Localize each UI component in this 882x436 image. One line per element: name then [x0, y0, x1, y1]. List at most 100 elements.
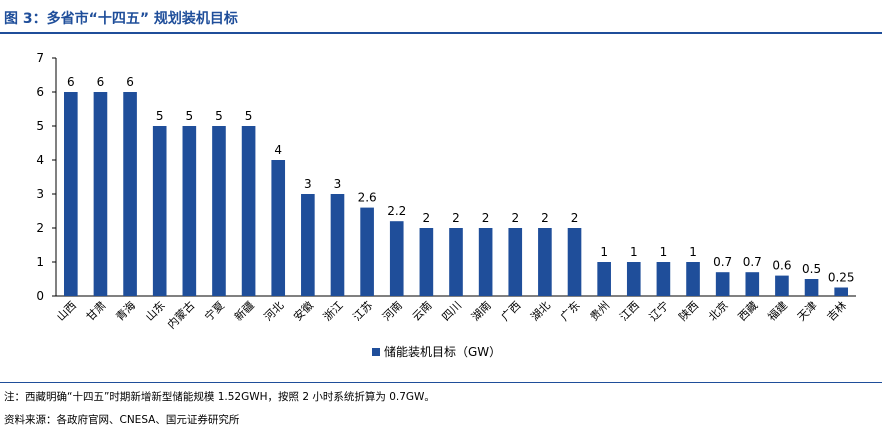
y-tick-label: 7 — [36, 51, 44, 65]
y-tick-label: 5 — [36, 119, 44, 133]
bar — [775, 275, 789, 296]
bar-value-label: 3 — [304, 177, 312, 191]
legend-swatch — [372, 348, 380, 356]
bar — [508, 228, 523, 296]
bar — [212, 126, 226, 296]
x-tick-label: 宁夏 — [202, 298, 227, 323]
bar-value-label: 0.7 — [713, 255, 732, 269]
x-tick-label: 广东 — [558, 299, 583, 324]
x-tick-label: 贵州 — [588, 299, 613, 324]
x-tick-label: 新疆 — [231, 298, 256, 323]
bar-value-label: 3 — [334, 177, 342, 191]
bar-value-label: 4 — [274, 143, 282, 157]
y-tick-label: 6 — [36, 85, 44, 99]
bar-value-label: 2.2 — [387, 204, 406, 218]
x-labels-group: 山西 甘肃 青海 山东内蒙古 宁夏 新疆 河北 安徽 浙江 江苏 河南 云南 四川 湖南 广西 湖北 广东 贵州江… — [54, 298, 849, 331]
legend-label: 储能装机目标（GW） — [384, 344, 501, 359]
bar-chart: 0 1 2 3 4 5 6 7 6 6 6 5 5 5 5 4 3 3 2.6 2.2 2 2 2 2 2 2 1 1 1 1 0.7 0.… — [36, 51, 856, 359]
x-tick-label: 四川 — [439, 299, 464, 324]
x-tick-label: 内蒙古 — [164, 298, 197, 331]
y-tick-label: 2 — [36, 221, 44, 235]
bar — [330, 194, 345, 296]
x-tick-label: 天津 — [795, 299, 820, 324]
bar — [686, 262, 700, 296]
bar-value-label: 1 — [689, 245, 697, 259]
x-tick-label: 广西 — [499, 299, 524, 324]
bar — [626, 262, 641, 296]
bar — [715, 272, 730, 296]
bar — [360, 207, 374, 296]
title-rule — [0, 32, 882, 34]
bar-value-label: 5 — [156, 109, 164, 123]
bar-value-label: 6 — [126, 75, 134, 89]
x-tick-label: 江苏 — [350, 299, 375, 324]
bar — [271, 160, 286, 296]
x-tick-label: 山西 — [54, 299, 79, 324]
footer-rule — [0, 382, 882, 383]
y-tick-label: 3 — [36, 187, 44, 201]
bar — [419, 228, 434, 296]
x-tick-label: 云南 — [410, 299, 435, 324]
bars-group — [64, 92, 848, 296]
bar — [182, 126, 197, 296]
bar — [152, 126, 167, 296]
bar-value-label: 2 — [423, 211, 431, 225]
bar-value-label: 5 — [215, 109, 223, 123]
bar — [389, 221, 404, 296]
x-tick-label: 江西 — [617, 299, 642, 324]
y-tick-label: 0 — [36, 289, 44, 303]
footnote: 注：西藏明确“十四五”时期新增新型储能规模 1.52GWH，按照 2 小时系统折… — [4, 391, 435, 403]
x-tick-label: 河北 — [262, 299, 287, 324]
x-tick-label: 福建 — [765, 298, 790, 323]
x-tick-label: 河南 — [380, 299, 405, 324]
x-tick-label: 安徽 — [291, 298, 316, 323]
bar-value-label: 2 — [571, 211, 579, 225]
bar-value-label: 5 — [245, 109, 253, 123]
bar-value-label: 0.7 — [743, 255, 762, 269]
bar-value-label: 1 — [660, 245, 668, 259]
bar — [64, 92, 78, 296]
bar — [804, 279, 819, 296]
bar-value-label: 2 — [452, 211, 460, 225]
bar — [834, 287, 848, 296]
bar-value-label: 2 — [511, 211, 519, 225]
bar — [241, 126, 256, 296]
x-tick-label: 湖北 — [528, 299, 553, 324]
bar-value-label: 0.6 — [772, 259, 791, 273]
bar-value-label: 2 — [482, 211, 490, 225]
bar-value-label: 6 — [97, 75, 105, 89]
x-tick-label: 山东 — [143, 299, 168, 324]
value-labels-group: 6 6 6 5 5 5 5 4 3 3 2.6 2.2 2 2 2 2 2 2 1 1 1 1 0.7 0.7 0.6 0.5 0.… — [67, 75, 855, 285]
x-tick-label: 甘肃 — [84, 299, 109, 324]
bar — [597, 262, 611, 296]
bar-value-label: 1 — [600, 245, 608, 259]
bar — [538, 228, 552, 296]
bar-value-label: 5 — [186, 109, 194, 123]
x-tick-label: 吉林 — [824, 298, 849, 323]
x-tick-label: 辽宁 — [646, 298, 671, 323]
bar — [745, 272, 760, 296]
bar — [567, 228, 582, 296]
x-tick-label: 青海 — [113, 298, 138, 323]
bar-value-label: 0.25 — [828, 271, 855, 285]
bar — [301, 194, 315, 296]
bar-value-label: 6 — [67, 75, 75, 89]
bar — [449, 228, 463, 296]
y-tick-label: 1 — [36, 255, 44, 269]
x-tick-label: 陕西 — [676, 298, 701, 323]
source-note: 资料来源：各政府官网、CNESA、国元证券研究所 — [4, 414, 240, 426]
bar — [93, 92, 108, 296]
x-tick-label: 西藏 — [736, 299, 761, 324]
bar — [478, 228, 493, 296]
bar — [123, 92, 137, 296]
bar-value-label: 0.5 — [802, 262, 821, 276]
x-tick-label: 北京 — [705, 298, 730, 323]
x-tick-label: 浙江 — [321, 299, 346, 324]
y-tick-label: 4 — [36, 153, 44, 167]
bar-value-label: 1 — [630, 245, 638, 259]
legend: 储能装机目标（GW） — [372, 344, 501, 359]
chart-title: 图 3：多省市“十四五” 规划装机目标 — [4, 11, 238, 27]
x-tick-label: 湖南 — [469, 299, 494, 324]
bar-value-label: 2 — [541, 211, 549, 225]
bar-value-label: 2.6 — [358, 191, 377, 205]
